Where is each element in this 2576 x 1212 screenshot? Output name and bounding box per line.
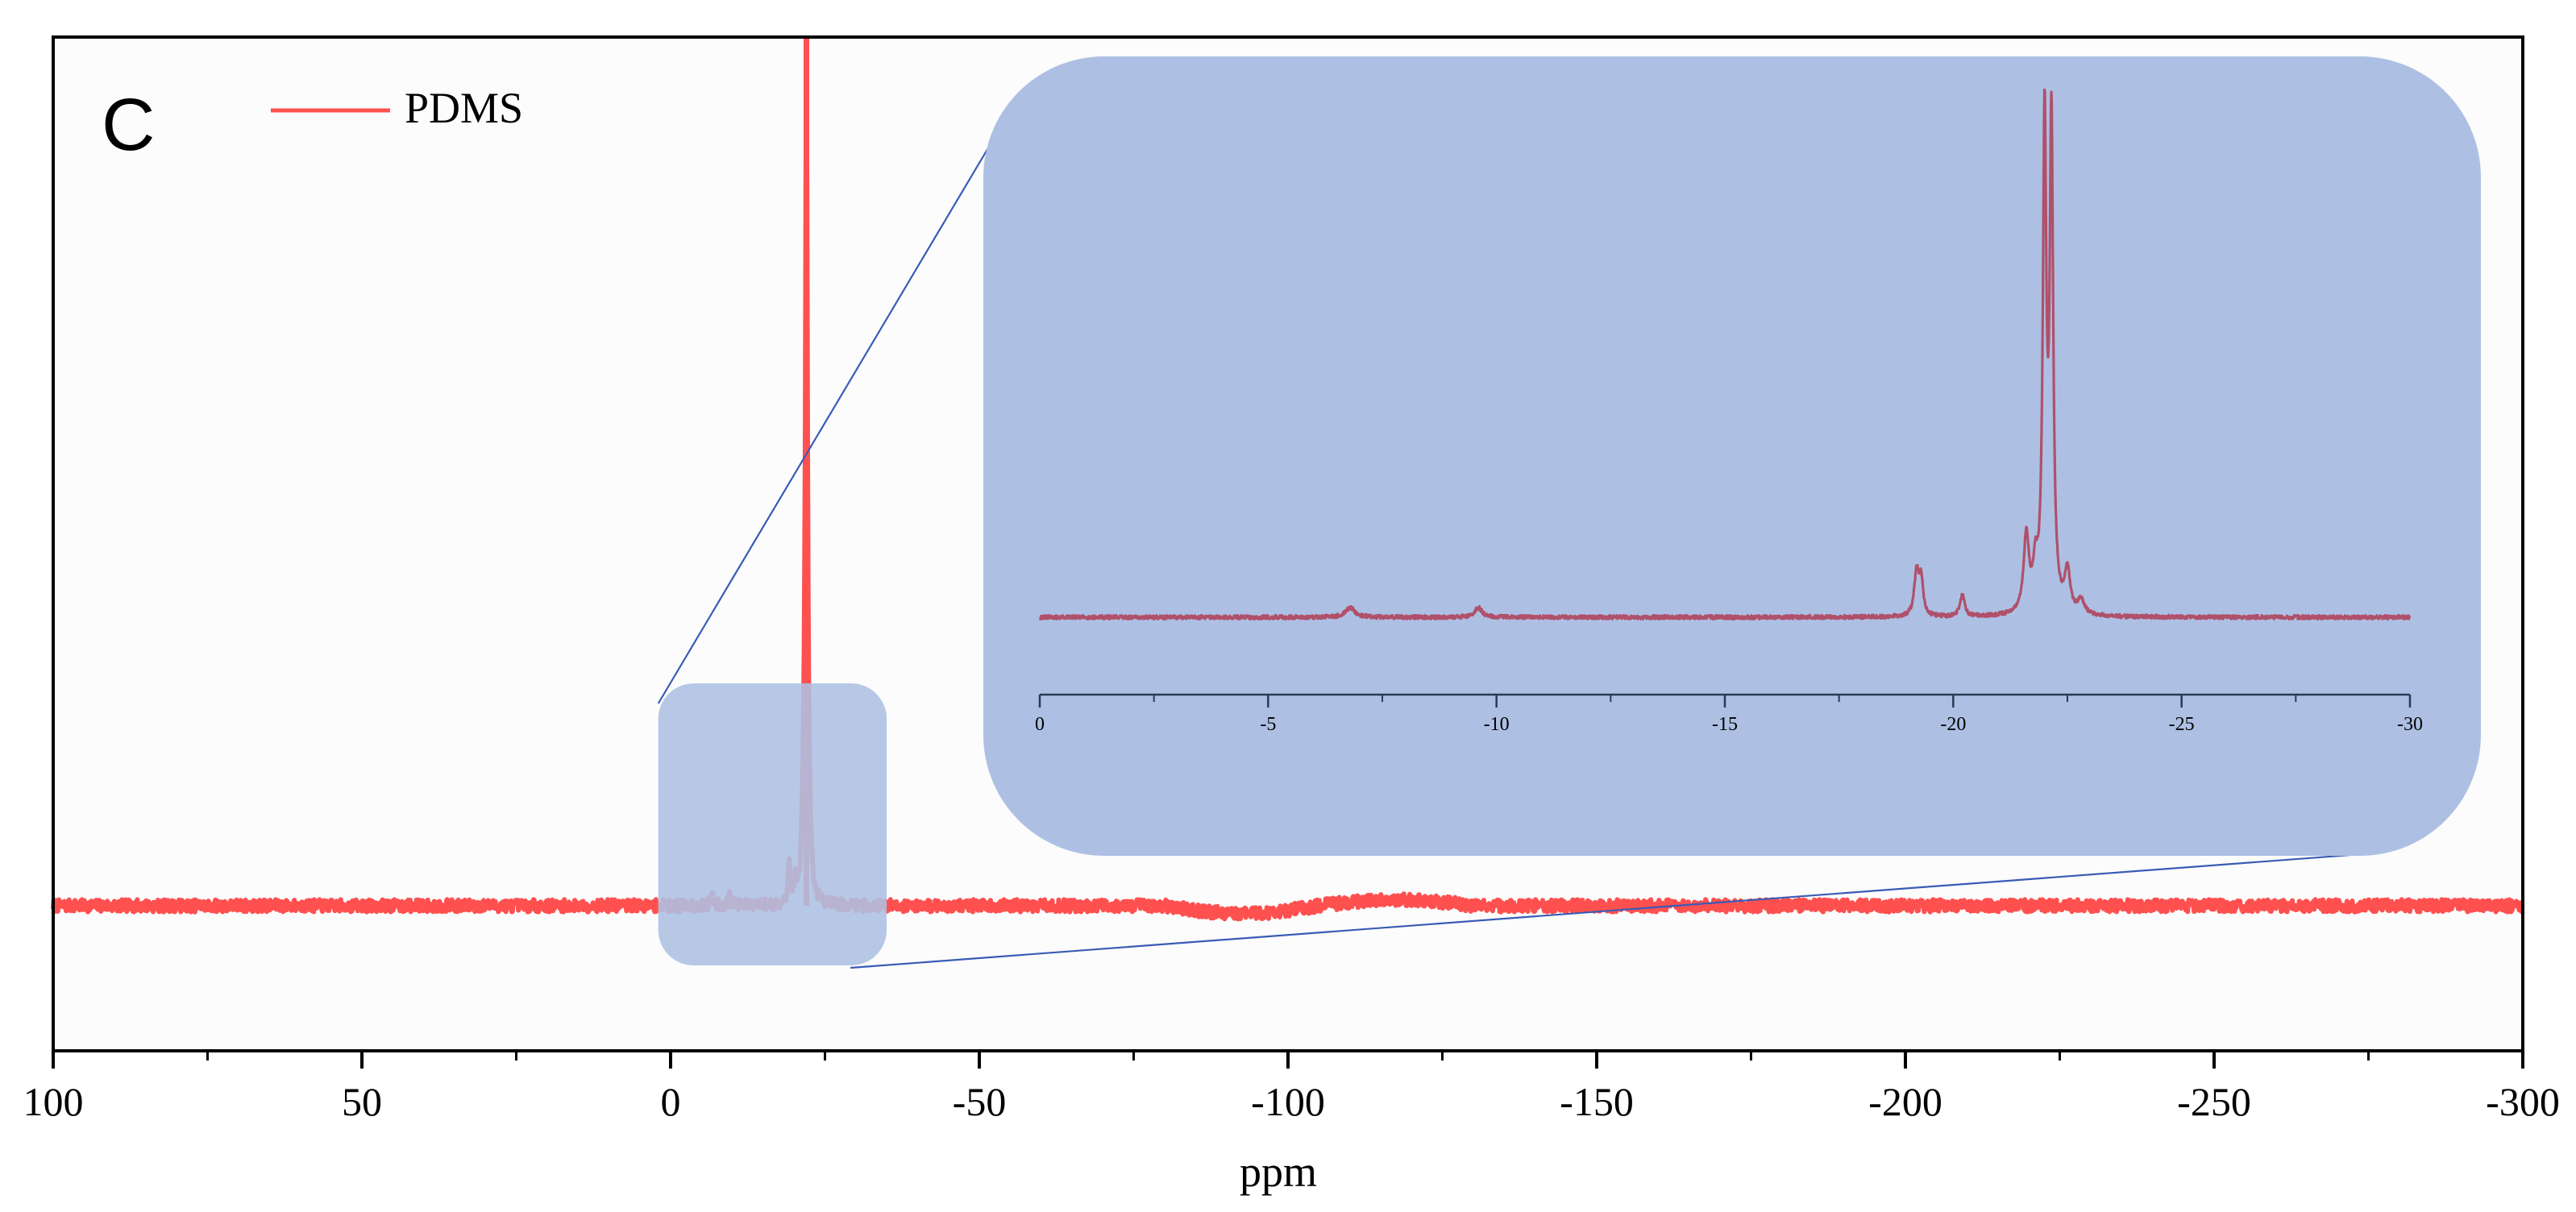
x-axis-title: ppm [1240, 1148, 1317, 1196]
inset-x-tick-label: 0 [1035, 714, 1045, 735]
connector-line-bottom [850, 851, 2383, 969]
panel-letter: C [102, 84, 155, 166]
x-tick-label: 50 [342, 1079, 382, 1124]
x-tick-label: -150 [1560, 1079, 1634, 1124]
inset-x-tick-label: -10 [1484, 714, 1510, 735]
legend: PDMS [271, 84, 523, 132]
main-x-axis: 100 50 0 -50 -100 -150 -200 -250 -300 [23, 1051, 2560, 1124]
x-tick-label: -50 [953, 1079, 1007, 1124]
zoom-box [658, 683, 887, 965]
connector-line-top [657, 120, 1005, 704]
inset-x-tick-label: -5 [1260, 714, 1276, 735]
inset-panel [983, 56, 2481, 856]
x-tick-label: -200 [1868, 1079, 1942, 1124]
legend-label-pdms: PDMS [405, 84, 523, 132]
x-tick-label: 100 [23, 1079, 84, 1124]
inset-x-tick-label: -25 [2169, 714, 2195, 735]
inset-x-tick-label: -15 [1712, 714, 1738, 735]
inset-series-line-pdms [1038, 88, 2412, 621]
x-tick-label: -300 [2486, 1079, 2560, 1124]
inset-chart: 0 -5 -10 -15 -20 -25 -30 [983, 56, 2481, 856]
inset-series-layer [1038, 88, 2412, 621]
x-tick-label: -250 [2177, 1079, 2251, 1124]
x-tick-label: -100 [1251, 1079, 1325, 1124]
inset-x-tick-label: -20 [1940, 714, 1966, 735]
series-line-pdms [51, 44, 2525, 922]
zoom-highlight-box [658, 683, 887, 965]
inset-x-tick-label: -30 [2397, 714, 2423, 735]
inset-x-axis: 0 -5 -10 -15 -20 -25 -30 [1035, 693, 2423, 735]
zoom-connector-lines [657, 120, 2383, 969]
x-tick-label: 0 [661, 1079, 681, 1124]
